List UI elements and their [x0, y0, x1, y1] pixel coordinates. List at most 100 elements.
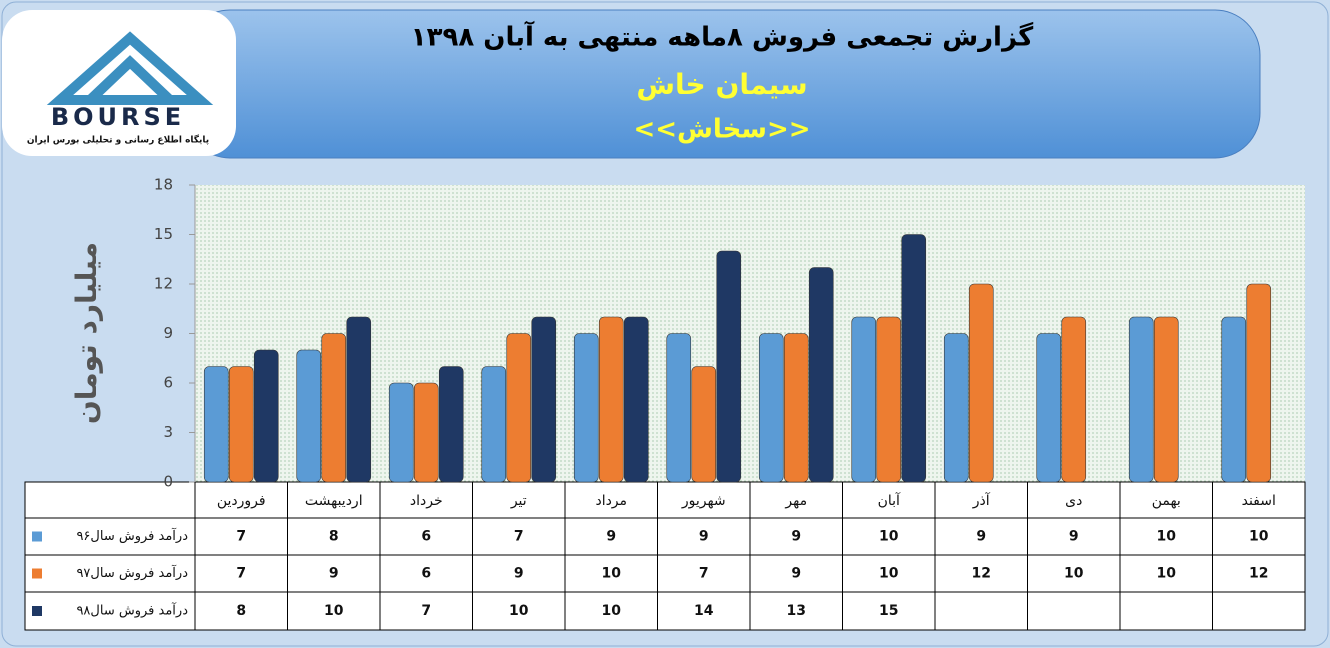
- y-tick-label: 9: [163, 324, 173, 342]
- bar: [1128, 316, 1154, 483]
- bar: [968, 283, 994, 483]
- bar: [1153, 316, 1179, 483]
- chart-symbol: <<سخاش>>: [633, 115, 810, 145]
- x-tick-label: اردیبهشت: [305, 493, 363, 509]
- bar: [758, 333, 784, 483]
- x-tick-label: فروردین: [217, 493, 266, 509]
- table-cell: 7: [421, 603, 431, 619]
- bar: [851, 316, 877, 483]
- y-tick-label: 15: [154, 225, 173, 243]
- bar: [296, 349, 322, 483]
- x-tick-label: خرداد: [410, 493, 443, 509]
- table-cell: 10: [509, 603, 529, 619]
- x-tick-label: دی: [1065, 493, 1082, 509]
- legend-swatch: [32, 568, 42, 579]
- table-cell: 9: [699, 529, 709, 545]
- bar: [783, 333, 809, 483]
- table-cell: 7: [236, 566, 246, 582]
- y-axis-label: میلیارد تومان: [70, 242, 103, 424]
- bar: [1036, 333, 1062, 483]
- bar: [666, 333, 692, 483]
- table-cell: 8: [329, 529, 339, 545]
- table-cell: 9: [976, 529, 986, 545]
- bar: [1221, 316, 1247, 483]
- table-cell: 6: [421, 529, 431, 545]
- table-cell: 7: [514, 529, 524, 545]
- table-cell: 10: [1157, 566, 1177, 582]
- table-cell: 13: [787, 603, 806, 619]
- chart-title: گزارش تجمعی فروش ۸ماهه منتهی به آبان ۱۳۹…: [411, 21, 1034, 53]
- plot-area: [195, 185, 1305, 482]
- table-cell: 7: [236, 529, 246, 545]
- data-table: [24, 481, 1306, 631]
- legend-label: درآمد فروش سال۹۷: [76, 564, 188, 581]
- table-cell: 12: [1249, 566, 1268, 582]
- bar: [573, 333, 599, 483]
- table-cell: 10: [602, 603, 622, 619]
- bar: [388, 382, 414, 483]
- table-cell: 9: [791, 529, 801, 545]
- y-tick-label: 12: [154, 275, 173, 293]
- legend-label: درآمد فروش سال۹۶: [76, 527, 188, 544]
- table-cell: 10: [602, 566, 622, 582]
- table-cell: 6: [421, 566, 431, 582]
- table-cell: 14: [694, 603, 714, 619]
- logo-name: BOURSE: [51, 103, 185, 131]
- bar: [943, 333, 969, 483]
- table-cell: 9: [514, 566, 524, 582]
- table-cell: 12: [972, 566, 991, 582]
- table-cell: 9: [791, 566, 801, 582]
- logo-box: [2, 10, 236, 156]
- bar: [228, 366, 254, 483]
- table-cell: 7: [699, 566, 709, 582]
- bar: [346, 316, 372, 483]
- table-cell: 10: [1157, 529, 1177, 545]
- table-cell: 10: [324, 603, 344, 619]
- table-cell: 9: [1069, 529, 1079, 545]
- table-cell: 10: [1249, 529, 1269, 545]
- bar: [481, 366, 507, 483]
- legend-label: درآمد فروش سال۹۸: [76, 602, 188, 619]
- bar: [808, 267, 834, 483]
- bar: [876, 316, 902, 483]
- bar: [691, 366, 717, 483]
- x-tick-label: تیر: [510, 493, 527, 509]
- bar: [623, 316, 649, 483]
- x-tick-label: بهمن: [1152, 493, 1181, 509]
- bar: [413, 382, 439, 483]
- logo-icon: [46, 31, 214, 105]
- y-tick-label: 6: [163, 374, 173, 392]
- table-cell: 8: [236, 603, 246, 619]
- x-tick-label: مرداد: [595, 493, 627, 509]
- logo-tagline: پایگاه اطلاع رسانی و تحلیلی بورس ایران: [27, 134, 209, 146]
- bar: [321, 333, 347, 483]
- table-cell: 15: [879, 603, 898, 619]
- x-tick-label: مهر: [784, 493, 807, 509]
- bar: [1246, 283, 1272, 483]
- bar: [598, 316, 624, 483]
- bar: [438, 366, 464, 483]
- table-cell: 10: [879, 529, 899, 545]
- bar: [531, 316, 557, 483]
- table-cell: 9: [329, 566, 339, 582]
- x-tick-label: آبان: [878, 492, 901, 509]
- y-tick-label: 18: [154, 176, 173, 194]
- x-tick-label: اسفند: [1242, 493, 1276, 509]
- table-cell: 10: [879, 566, 899, 582]
- bar: [253, 349, 279, 483]
- bar: [203, 366, 229, 483]
- bar: [901, 234, 927, 483]
- y-tick-label: 0: [163, 473, 173, 491]
- x-tick-label: شهریور: [681, 493, 726, 509]
- x-tick-label: آذر: [972, 492, 991, 509]
- chart-subtitle: سیمان خاش: [636, 68, 807, 101]
- bar: [506, 333, 532, 483]
- table-cell: 9: [606, 529, 616, 545]
- bar: [716, 250, 742, 483]
- y-tick-label: 3: [163, 423, 173, 441]
- bar: [1061, 316, 1087, 483]
- legend-swatch: [32, 606, 42, 616]
- table-cell: 10: [1064, 566, 1084, 582]
- legend-swatch: [32, 531, 42, 542]
